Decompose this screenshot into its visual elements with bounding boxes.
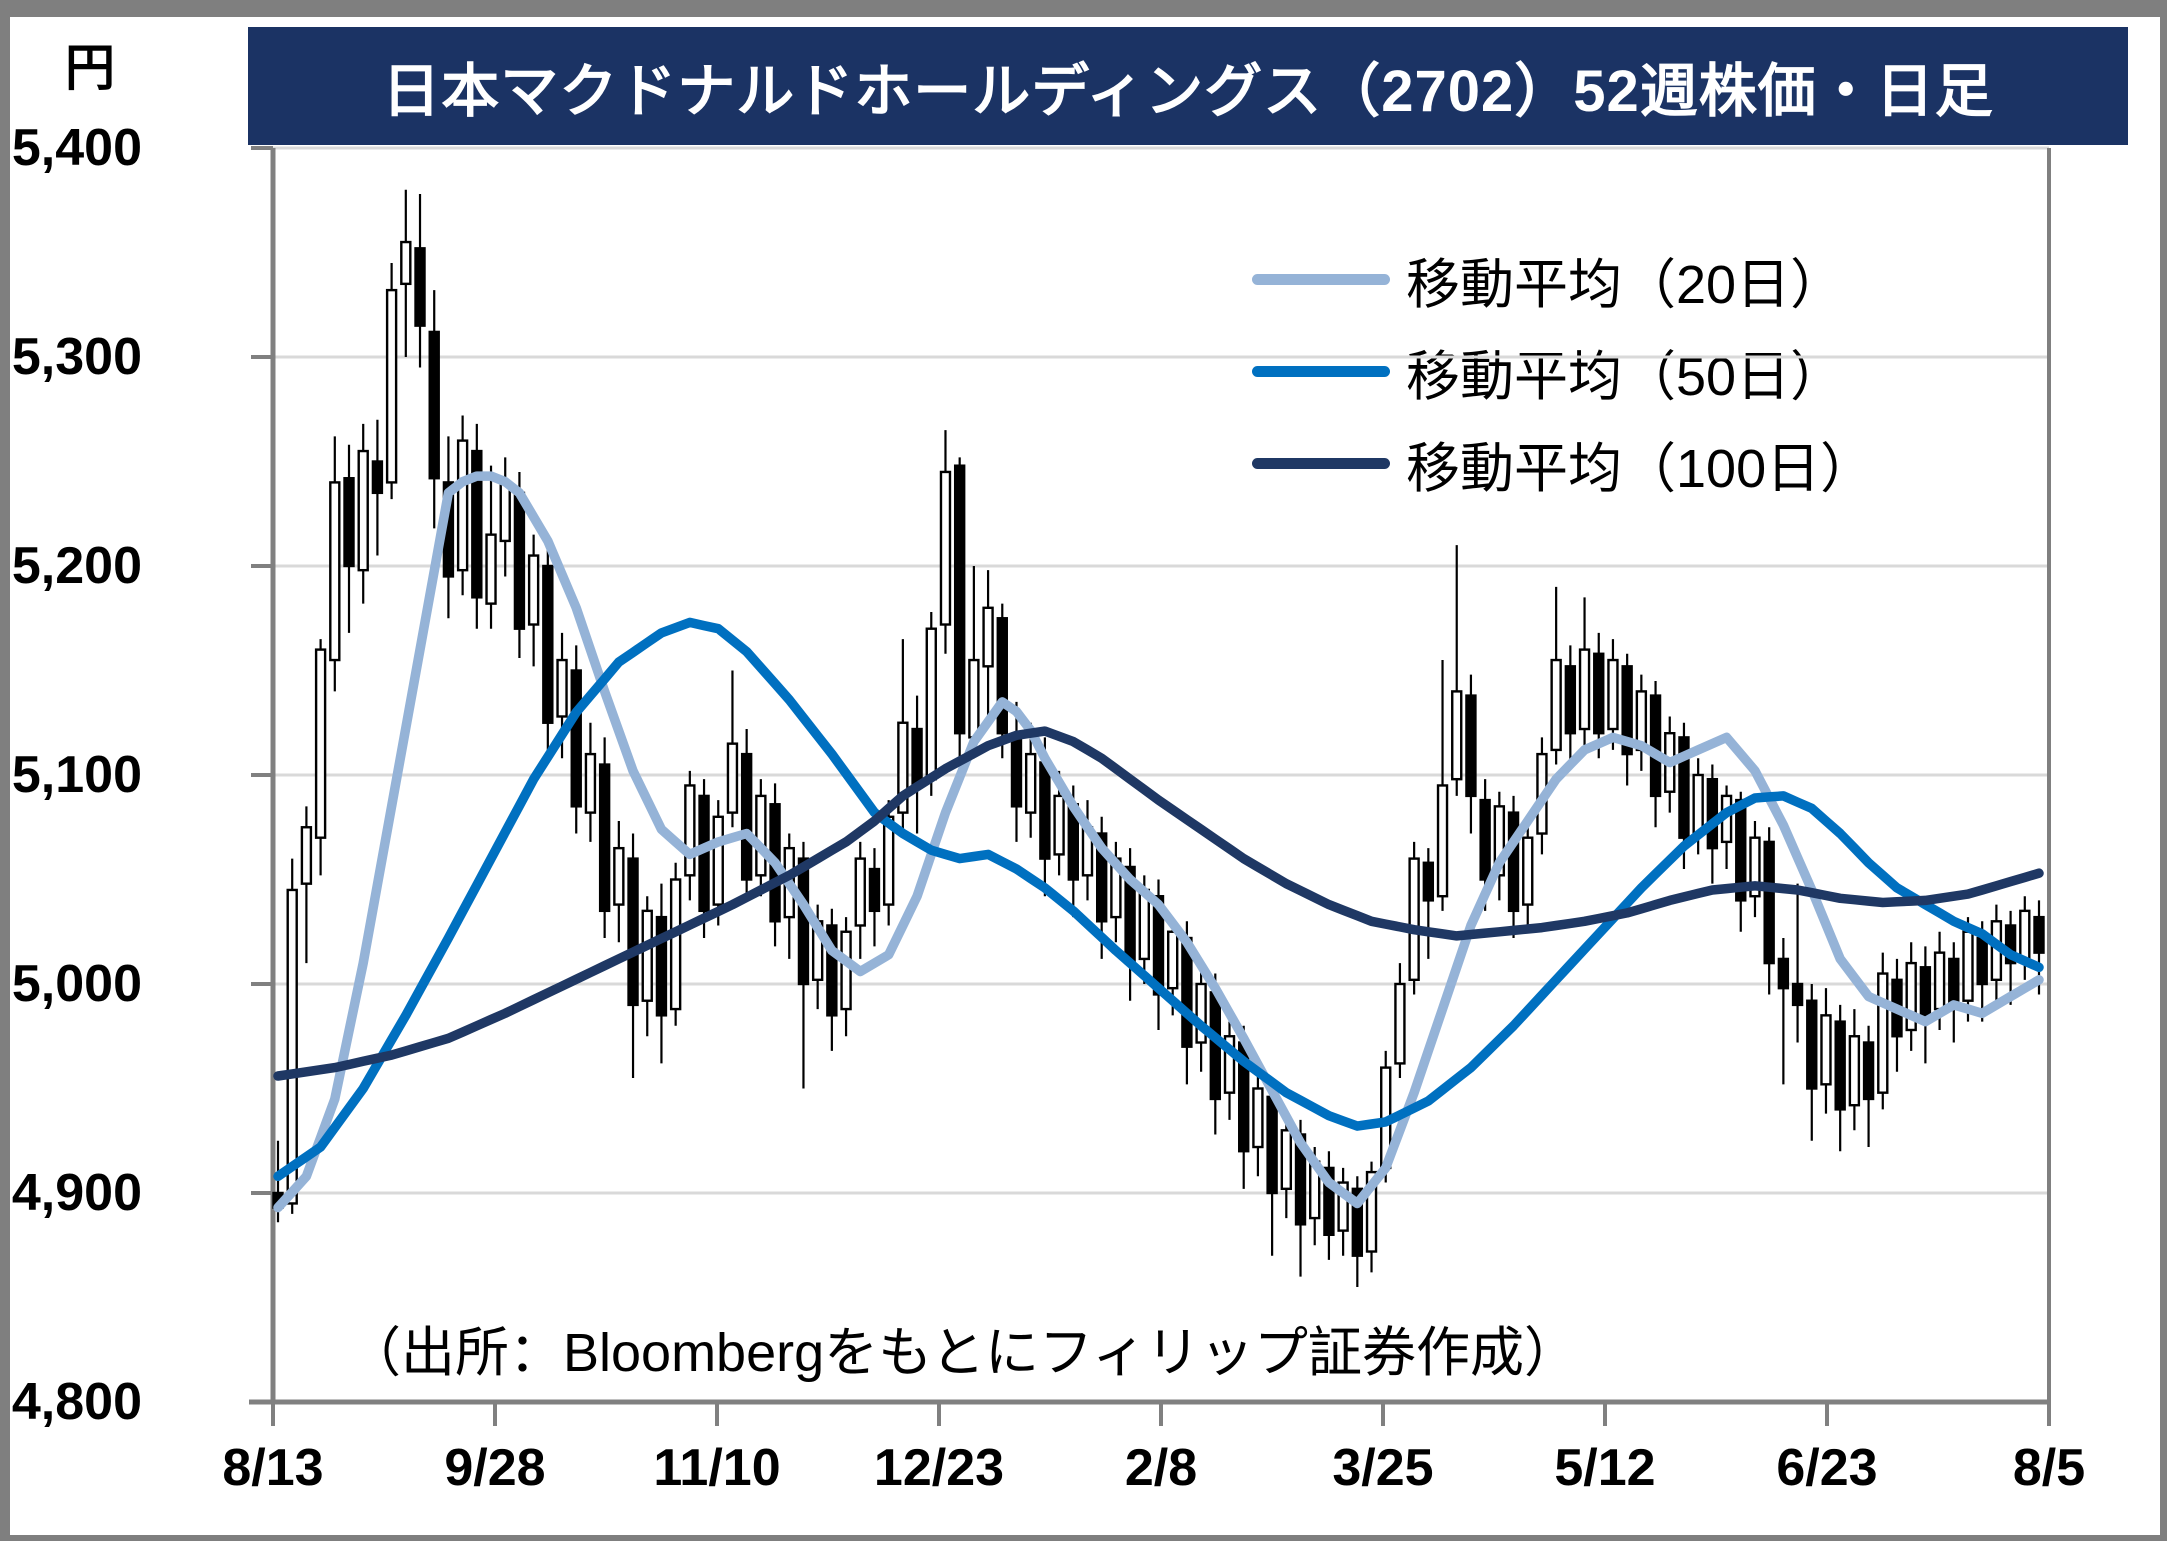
y-tick-label: 5,300 [11,328,142,386]
x-tick-label: 8/5 [2012,1439,2086,1497]
legend-label-ma100: 移動平均（100日） [1406,438,1875,499]
x-tick-label: 2/8 [1124,1439,1198,1497]
chart-title-banner: 日本マクドナルドホールディングス（2702）52週株価・日足 [248,27,2128,145]
y-axis-unit-label: 円 [65,40,115,96]
window-border-left [0,0,10,1541]
y-tick-label: 4,800 [11,1373,142,1431]
x-tick-label: 11/10 [653,1439,781,1497]
y-tick-label: 5,000 [11,955,142,1013]
legend-item-ma20: 移動平均（20日） [1252,248,1874,315]
source-note: （出所：Bloombergをもとにフィリップ証券作成） [347,1323,1578,1383]
x-tick-label: 5/12 [1554,1439,1656,1497]
x-tick-label: 6/23 [1776,1439,1878,1497]
chart-title: 日本マクドナルドホールディングス（2702）52週株価・日足 [382,59,1994,124]
x-tick-label: 9/28 [444,1439,546,1497]
ma20-line-swatch [1252,273,1390,285]
ma50-line-swatch [1252,365,1390,377]
price-chart-plot-area [249,146,2051,1426]
ma100-line-swatch [1252,457,1390,469]
window-border-top [0,0,2167,17]
window-border-right [2160,0,2167,1541]
x-tick-label: 8/13 [222,1439,324,1497]
legend-item-ma100: 移動平均（100日） [1252,432,1874,499]
y-tick-label: 5,100 [11,746,142,804]
x-tick-label: 12/23 [873,1439,1005,1497]
x-tick-label: 3/25 [1332,1439,1434,1497]
legend-label-ma20: 移動平均（20日） [1406,254,1845,315]
y-tick-label: 5,400 [11,119,142,177]
y-tick-label: 5,200 [11,537,142,595]
window-border-bottom [0,1535,2167,1541]
y-tick-label: 4,900 [11,1164,142,1222]
